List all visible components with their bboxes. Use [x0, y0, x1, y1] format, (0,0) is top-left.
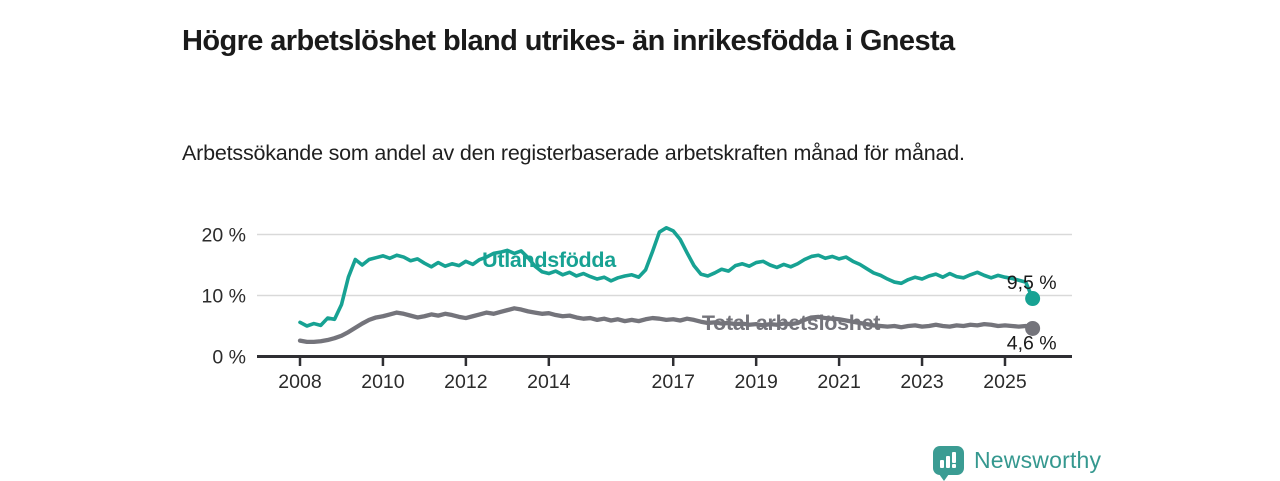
series-inline-label: Total arbetslöshet — [702, 311, 880, 335]
x-axis-tick-label: 2012 — [444, 371, 487, 393]
x-axis-tick-label: 2019 — [734, 371, 777, 393]
series-line-total — [297, 306, 1035, 345]
x-axis-tick-label: 2010 — [361, 371, 405, 393]
logo-bar — [940, 459, 944, 468]
newsworthy-logo: Newsworthy — [933, 441, 1102, 481]
chart-subtitle: Arbetssökande som andel av den registerb… — [182, 140, 965, 165]
series-line-utlandsfodda — [298, 225, 1035, 328]
y-axis-tick-label: 20 % — [202, 225, 246, 247]
logo-exclamation-dot — [952, 464, 956, 468]
series-end-value-label: 4,6 % — [1007, 332, 1057, 354]
y-axis-tick-label: 10 % — [202, 286, 246, 308]
x-axis-tick-label: 2025 — [983, 371, 1027, 393]
page-title: Högre arbetslöshet bland utrikes- än inr… — [182, 25, 955, 58]
logo-exclamation-bar — [952, 451, 956, 463]
series-end-dot — [1025, 320, 1041, 336]
x-axis-tick-label: 2023 — [900, 371, 943, 393]
y-axis-tick-label: 0 % — [212, 347, 246, 369]
series-end-dot — [1025, 291, 1041, 307]
series-end-value-label: 9,5 % — [1007, 272, 1057, 294]
series-inline-label: Utlandsfödda — [482, 248, 617, 272]
speech-bubble-tail — [939, 473, 949, 481]
x-axis-tick-label: 2008 — [278, 371, 321, 393]
brand-name: Newsworthy — [974, 446, 1102, 473]
x-axis-tick-label: 2017 — [652, 371, 695, 393]
logo-bar — [946, 455, 950, 468]
x-axis-tick-label: 2021 — [817, 371, 860, 393]
bar-chart-speech-bubble-icon — [933, 445, 964, 481]
x-axis-tick-label: 2014 — [527, 371, 571, 393]
